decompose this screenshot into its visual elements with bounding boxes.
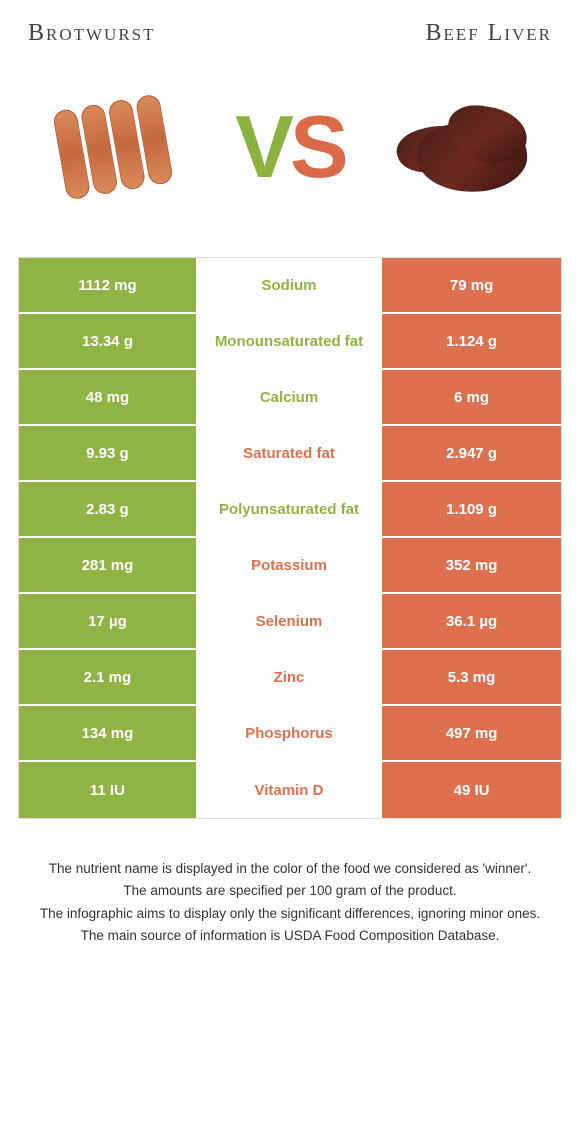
value-b: 79 mg: [382, 258, 561, 312]
value-a: 13.34 g: [19, 314, 198, 368]
footer-line-2: The amounts are specified per 100 gram o…: [38, 881, 542, 901]
table-row: 11 IUVitamin D49 IU: [19, 762, 561, 818]
value-b: 1.109 g: [382, 482, 561, 536]
food-b-title: Beef Liver: [425, 20, 552, 47]
value-b: 36.1 µg: [382, 594, 561, 648]
value-b: 2.947 g: [382, 426, 561, 480]
footer-line-1: The nutrient name is displayed in the co…: [38, 859, 542, 879]
value-a: 281 mg: [19, 538, 198, 592]
vs-s: S: [290, 97, 345, 196]
value-b: 497 mg: [382, 706, 561, 760]
value-b: 5.3 mg: [382, 650, 561, 704]
beef-liver-icon: [387, 97, 547, 197]
value-a: 48 mg: [19, 370, 198, 424]
nutrient-name: Selenium: [198, 594, 382, 648]
nutrient-name: Sodium: [198, 258, 382, 312]
vs-label: VS: [235, 103, 344, 191]
value-a: 9.93 g: [19, 426, 198, 480]
header: Brotwurst Beef Liver: [18, 20, 562, 57]
value-a: 134 mg: [19, 706, 198, 760]
nutrient-name: Monounsaturated fat: [198, 314, 382, 368]
value-b: 6 mg: [382, 370, 561, 424]
nutrient-name: Polyunsaturated fat: [198, 482, 382, 536]
nutrient-table: 1112 mgSodium79 mg13.34 gMonounsaturated…: [18, 257, 562, 819]
table-row: 281 mgPotassium352 mg: [19, 538, 561, 594]
food-b-image: [382, 77, 552, 217]
nutrient-name: Phosphorus: [198, 706, 382, 760]
vs-v: V: [235, 97, 290, 196]
table-row: 1112 mgSodium79 mg: [19, 258, 561, 314]
value-b: 352 mg: [382, 538, 561, 592]
footer-line-4: The main source of information is USDA F…: [38, 926, 542, 946]
nutrient-name: Zinc: [198, 650, 382, 704]
value-a: 2.1 mg: [19, 650, 198, 704]
food-a-title: Brotwurst: [28, 20, 156, 47]
nutrient-name: Saturated fat: [198, 426, 382, 480]
brotwurst-icon: [52, 93, 174, 200]
value-a: 17 µg: [19, 594, 198, 648]
table-row: 17 µgSelenium36.1 µg: [19, 594, 561, 650]
nutrient-name: Potassium: [198, 538, 382, 592]
table-row: 9.93 gSaturated fat2.947 g: [19, 426, 561, 482]
value-a: 2.83 g: [19, 482, 198, 536]
table-row: 13.34 gMonounsaturated fat1.124 g: [19, 314, 561, 370]
value-b: 1.124 g: [382, 314, 561, 368]
value-b: 49 IU: [382, 762, 561, 818]
footer-notes: The nutrient name is displayed in the co…: [18, 849, 562, 958]
table-row: 2.83 gPolyunsaturated fat1.109 g: [19, 482, 561, 538]
food-a-image: [28, 77, 198, 217]
hero-row: VS: [18, 57, 562, 247]
footer-line-3: The infographic aims to display only the…: [38, 904, 542, 924]
value-a: 11 IU: [19, 762, 198, 818]
nutrient-name: Calcium: [198, 370, 382, 424]
table-row: 48 mgCalcium6 mg: [19, 370, 561, 426]
table-row: 2.1 mgZinc5.3 mg: [19, 650, 561, 706]
table-row: 134 mgPhosphorus497 mg: [19, 706, 561, 762]
nutrient-name: Vitamin D: [198, 762, 382, 818]
value-a: 1112 mg: [19, 258, 198, 312]
